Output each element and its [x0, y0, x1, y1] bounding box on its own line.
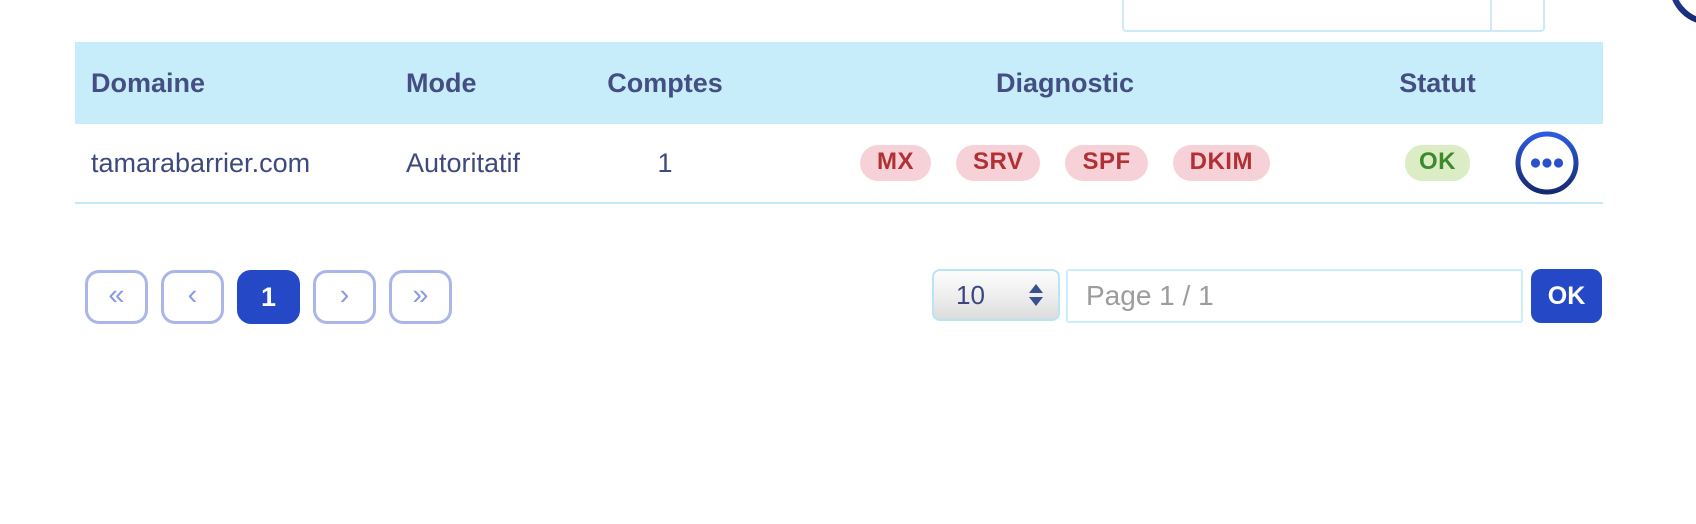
pagination-next-button[interactable]: ›	[313, 270, 376, 324]
col-header-domaine: Domaine	[91, 67, 206, 98]
col-header-diagnostic: Diagnostic	[995, 67, 1135, 98]
page-size-value: 10	[956, 279, 985, 310]
page-number-input[interactable]	[1066, 269, 1523, 323]
top-search-input[interactable]	[1122, 0, 1545, 32]
domains-table: Domaine Mode Comptes Diagnostic Statut t…	[75, 42, 1603, 204]
cell-statut: OK	[1385, 145, 1490, 181]
cell-actions	[1490, 130, 1603, 196]
pagination-prev-button[interactable]: ‹	[161, 270, 224, 324]
pagination-page-1-button[interactable]: 1	[237, 270, 300, 324]
cell-mode: Autoritatif	[406, 147, 521, 178]
diagnostic-badge-srv[interactable]: SRV	[956, 145, 1041, 181]
cell-diagnostic: MX SRV SPF DKIM	[745, 145, 1385, 181]
status-badge: OK	[1405, 145, 1470, 181]
table-header-row: Domaine Mode Comptes Diagnostic Statut	[75, 42, 1603, 124]
table-row: tamarabarrier.com Autoritatif 1 MX SRV S…	[75, 124, 1603, 204]
ellipsis-circle-icon	[1515, 131, 1578, 195]
cell-comptes: 1	[657, 147, 673, 178]
diagnostic-badge-dkim[interactable]: DKIM	[1172, 145, 1270, 181]
pagination: « ‹ 1 › »	[85, 270, 452, 324]
select-spinner-icon	[1029, 284, 1043, 306]
diagnostic-badge-spf[interactable]: SPF	[1065, 145, 1148, 181]
row-more-actions-button[interactable]	[1514, 130, 1580, 196]
col-header-comptes: Comptes	[607, 67, 723, 98]
search-input-divider	[1490, 0, 1492, 30]
top-corner-more-icon[interactable]	[1666, 0, 1696, 28]
cell-domaine: tamarabarrier.com	[91, 147, 311, 178]
diagnostic-badge-mx[interactable]: MX	[860, 145, 932, 181]
col-header-statut: Statut	[1399, 67, 1476, 98]
col-header-mode: Mode	[406, 67, 477, 98]
page-size-select[interactable]: 10	[932, 269, 1060, 321]
go-to-page-ok-button[interactable]: OK	[1531, 269, 1602, 323]
pagination-last-button[interactable]: »	[389, 270, 452, 324]
pagination-first-button[interactable]: «	[85, 270, 148, 324]
